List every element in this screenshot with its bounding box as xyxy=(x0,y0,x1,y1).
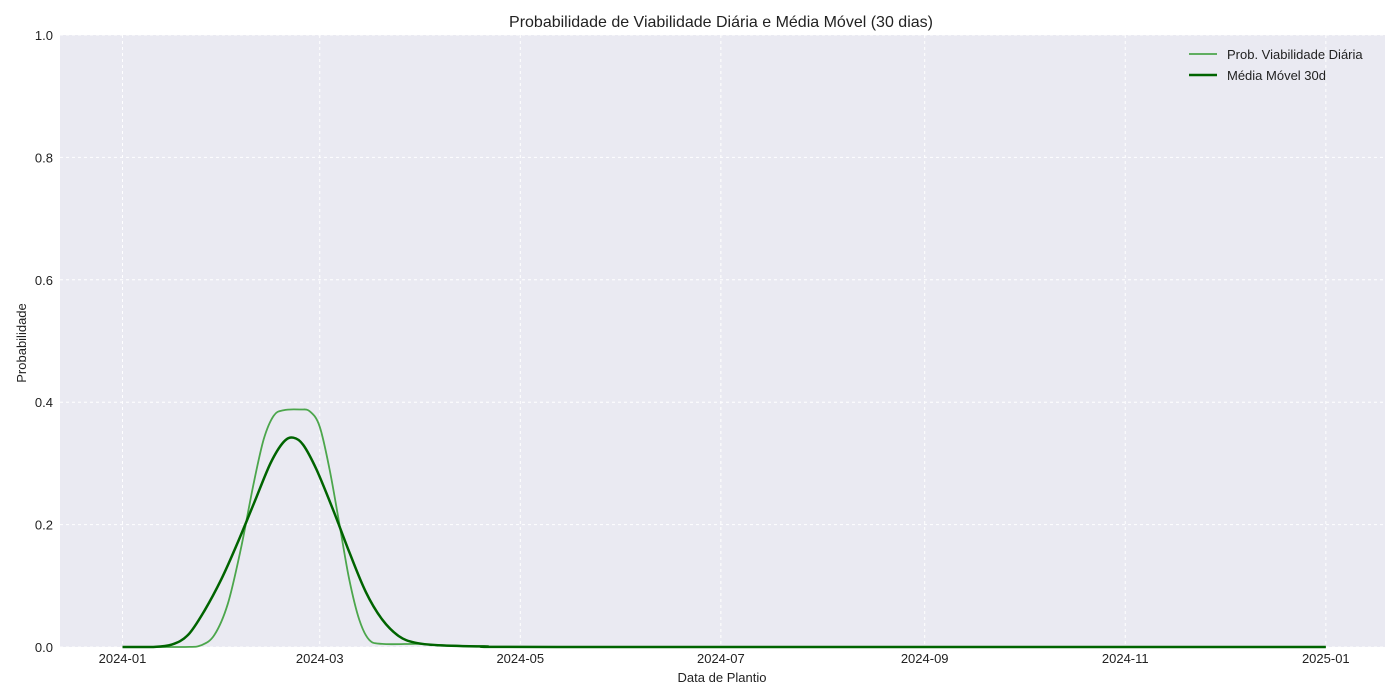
x-tick-label: 2024-07 xyxy=(697,651,745,666)
grid-lines xyxy=(60,34,1385,648)
plot-area xyxy=(60,35,1385,647)
chart-title: Probabilidade de Viabilidade Diária e Mé… xyxy=(509,14,933,31)
x-tick-label: 2024-01 xyxy=(99,651,147,666)
legend: Prob. Viabilidade Diária Média Móvel 30d xyxy=(1189,47,1363,83)
x-tick-label: 2024-03 xyxy=(296,651,344,666)
x-tick-label: 2024-11 xyxy=(1102,651,1149,666)
y-tick-label: 0.4 xyxy=(35,395,53,410)
legend-label: Prob. Viabilidade Diária xyxy=(1227,47,1363,62)
y-tick-label: 0.0 xyxy=(35,640,53,655)
series-lines xyxy=(122,408,1326,649)
y-tick-label: 0.2 xyxy=(35,518,53,533)
y-tick-label: 0.8 xyxy=(35,150,53,165)
legend-label: Média Móvel 30d xyxy=(1227,68,1326,83)
y-tick-label: 0.6 xyxy=(35,273,53,288)
x-tick-label: 2025-01 xyxy=(1302,651,1350,666)
series-line-rolling xyxy=(122,436,1326,649)
y-tick-label: 1.0 xyxy=(35,28,53,43)
x-tick-label: 2024-05 xyxy=(496,651,544,666)
y-axis-label: Probabilidade xyxy=(14,303,29,383)
x-tick-label: 2024-09 xyxy=(901,651,949,666)
x-axis-ticks: 2024-01 2024-03 2024-05 2024-07 2024-09 2024-… xyxy=(99,651,1350,666)
x-axis-label: Data de Plantio xyxy=(678,670,767,685)
y-axis-ticks: 0.0 0.2 0.4 0.6 0.8 1.0 xyxy=(35,28,53,655)
